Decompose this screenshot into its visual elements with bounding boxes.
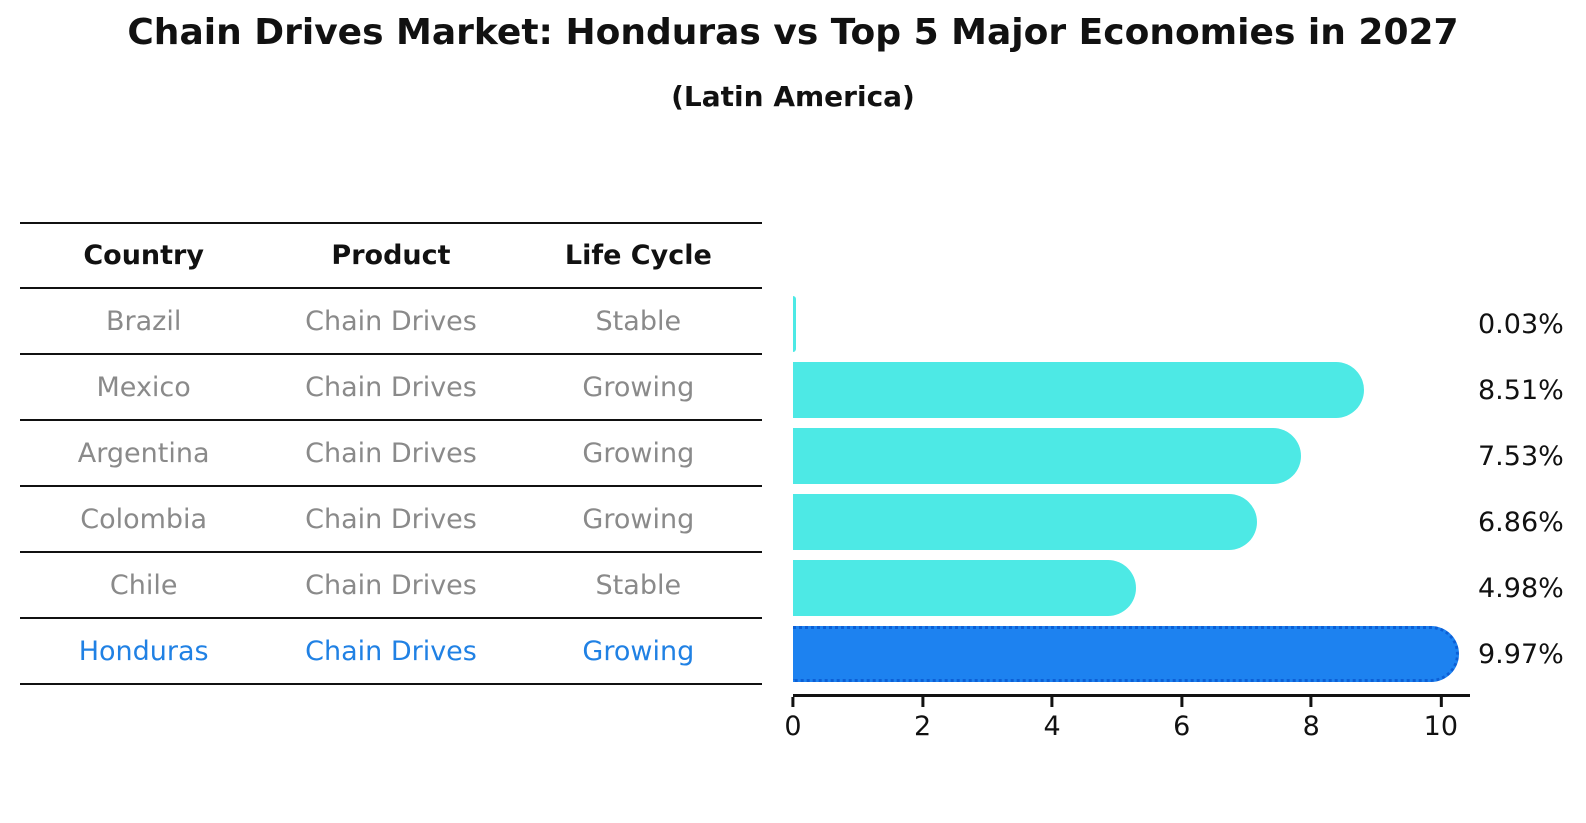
x-tick: 4: [1044, 697, 1061, 742]
bar-row-mexico: [793, 357, 1470, 423]
chart-title: Chain Drives Market: Honduras vs Top 5 M…: [127, 12, 1459, 53]
x-axis-line: [793, 694, 1470, 697]
bar-row-honduras: [793, 621, 1470, 687]
cell-country: Honduras: [78, 635, 209, 667]
col-header-country: Country: [83, 240, 204, 271]
cell-product: Chain Drives: [305, 635, 477, 667]
cell-life-cycle: Growing: [582, 371, 695, 403]
cell-product: Chain Drives: [305, 569, 477, 601]
bar: [793, 560, 1136, 616]
tick-mark: [1439, 697, 1443, 707]
chart-subtitle: (Latin America): [671, 80, 915, 113]
cell-life-cycle: Growing: [582, 635, 695, 667]
cell-country: Chile: [109, 569, 178, 601]
value-label-column: 0.03% 8.51% 7.53% 6.86% 4.98% 9.97%: [1478, 291, 1564, 687]
bar-row-chile: [793, 555, 1470, 621]
table-row-colombia: Colombia Chain Drives Growing: [20, 487, 762, 553]
cell-life-cycle: Stable: [595, 305, 682, 337]
tick-label: 4: [1043, 711, 1061, 742]
tick-label: 6: [1173, 711, 1191, 742]
cell-country: Brazil: [105, 305, 182, 337]
x-tick: 8: [1303, 697, 1320, 742]
bar-plot: [793, 291, 1470, 687]
tick-label: 8: [1302, 711, 1320, 742]
bar-highlighted: [793, 626, 1459, 682]
table-row-argentina: Argentina Chain Drives Growing: [20, 421, 762, 487]
cell-life-cycle: Stable: [595, 569, 682, 601]
cell-country: Colombia: [80, 503, 208, 535]
value-label: 8.51%: [1478, 374, 1564, 406]
bar: [793, 296, 796, 352]
x-tick: 0: [784, 697, 802, 742]
bar-row-argentina: [793, 423, 1470, 489]
table-header-row: Country Product Life Cycle: [20, 224, 762, 289]
cell-life-cycle: Growing: [582, 437, 695, 469]
table-row-honduras: Honduras Chain Drives Growing: [20, 619, 762, 685]
value-label: 6.86%: [1478, 506, 1564, 538]
table-row-chile: Chile Chain Drives Stable: [20, 553, 762, 619]
tick-label: 10: [1423, 711, 1459, 742]
tick-mark: [1050, 697, 1054, 707]
tick-label: 0: [784, 711, 802, 742]
bar-row-colombia: [793, 489, 1470, 555]
tick-mark: [1309, 697, 1313, 707]
x-tick: 6: [1173, 697, 1190, 742]
cell-product: Chain Drives: [305, 437, 477, 469]
tick-mark: [1180, 697, 1184, 707]
tick-mark: [921, 697, 925, 707]
tick-label: 2: [913, 711, 932, 742]
value-label: 4.98%: [1478, 572, 1564, 604]
bar: [793, 362, 1365, 418]
cell-country: Argentina: [77, 437, 210, 469]
col-header-life-cycle: Life Cycle: [564, 240, 712, 271]
col-header-product: Product: [331, 240, 451, 271]
cell-product: Chain Drives: [305, 503, 477, 535]
bar: [793, 428, 1301, 484]
table-row-mexico: Mexico Chain Drives Growing: [20, 355, 762, 421]
table-row-brazil: Brazil Chain Drives Stable: [20, 289, 762, 355]
cell-life-cycle: Growing: [582, 503, 695, 535]
cell-country: Mexico: [96, 371, 191, 403]
comparison-table: Country Product Life Cycle Brazil Chain …: [20, 222, 762, 685]
x-axis: 0 2 4 6 8 10: [784, 697, 1470, 767]
cell-product: Chain Drives: [305, 305, 477, 337]
value-label: 7.53%: [1478, 440, 1564, 472]
x-tick: 2: [914, 697, 931, 742]
cell-product: Chain Drives: [305, 371, 477, 403]
value-label: 0.03%: [1478, 308, 1564, 340]
x-tick: 10: [1424, 697, 1458, 742]
bar-row-brazil: [793, 291, 1470, 357]
bar: [793, 494, 1258, 550]
tick-mark: [791, 697, 795, 707]
value-label: 9.97%: [1478, 638, 1564, 670]
